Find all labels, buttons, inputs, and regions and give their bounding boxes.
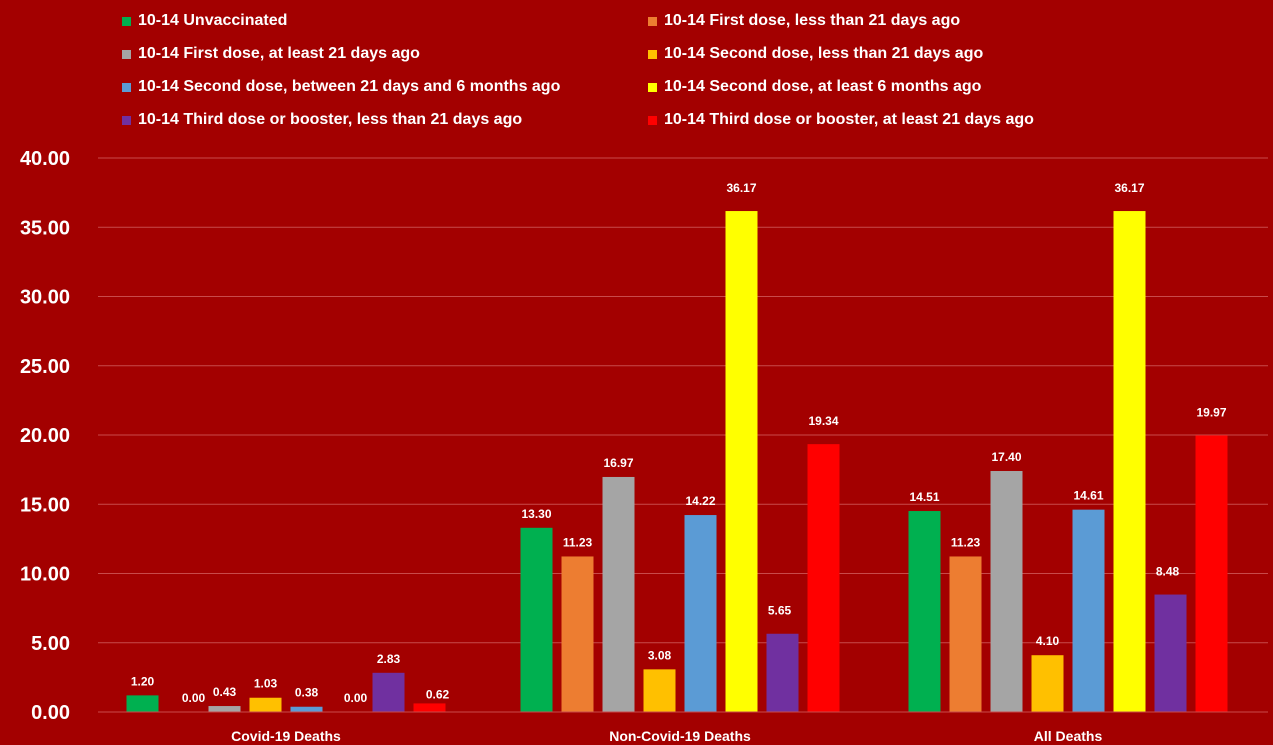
data-label: 14.61 [1073,489,1103,503]
bar [208,706,241,712]
data-label: 3.08 [648,648,672,662]
legend-swatch [122,115,131,125]
data-label: 0.38 [295,686,319,700]
legend-label: 10-14 Second dose, less than 21 days ago [664,45,984,62]
y-tick-label: 15.00 [20,494,70,516]
legend-label: 10-14 Second dose, between 21 days and 6… [138,78,561,95]
y-tick-label: 0.00 [31,702,70,724]
y-tick-label: 25.00 [20,356,70,378]
bar [602,476,635,712]
y-tick-label: 30.00 [20,287,70,309]
bar [1031,655,1064,712]
legend-label: 10-14 Unvaccinated [138,12,288,29]
data-label: 11.23 [563,535,593,549]
legend-swatch [122,49,131,59]
legend-label: 10-14 First dose, less than 21 days ago [664,12,961,29]
y-tick-label: 40.00 [20,148,70,170]
data-label: 0.43 [213,685,237,699]
data-label: 4.10 [1036,634,1060,648]
legend-swatch [648,16,657,26]
bar [126,695,159,712]
x-category-label: Non-Covid-19 Deaths [609,728,751,744]
data-label: 8.48 [1156,565,1180,579]
bar [1113,211,1146,712]
x-category-label: All Deaths [1034,728,1103,744]
legend-label: 10-14 Second dose, at least 6 months ago [664,78,982,95]
legend-swatch [122,16,131,26]
data-label: 14.22 [685,494,715,508]
data-label: 0.00 [344,691,368,705]
legend-item: 10-14 Third dose or booster, at least 21… [648,111,1034,129]
data-label: 19.34 [808,414,838,428]
legend-item: 10-14 Second dose, at least 6 months ago [648,78,981,96]
data-label: 36.17 [1114,181,1144,195]
y-tick-label: 35.00 [20,217,70,239]
legend-swatch [648,49,657,59]
data-label: 13.30 [521,507,551,521]
y-tick-label: 5.00 [31,633,70,655]
legend-label: 10-14 Third dose or booster, less than 2… [138,111,523,128]
data-label: 1.03 [254,677,278,691]
data-label: 0.62 [426,687,450,701]
legend-swatch [122,82,131,92]
bar [290,706,323,712]
legend-item: 10-14 First dose, less than 21 days ago [648,12,960,30]
legend: 10-14 Unvaccinated 10-14 First dose, less… [0,0,1273,140]
data-label: 14.51 [909,490,939,504]
bar [807,444,840,712]
legend-item: 10-14 Second dose, between 21 days and 6… [122,78,560,96]
bar [249,697,282,712]
legend-label: 10-14 Third dose or booster, at least 21… [664,111,1034,128]
legend-item: 10-14 First dose, at least 21 days ago [122,45,420,63]
legend-swatch [648,82,657,92]
bar [413,703,446,712]
data-label: 36.17 [726,181,756,195]
legend-label: 10-14 First dose, at least 21 days ago [138,45,420,62]
bar [1195,435,1228,712]
x-category-label: Covid-19 Deaths [231,728,341,744]
data-label: 17.40 [991,450,1021,464]
bar [372,672,405,712]
bar [684,515,717,712]
data-label: 1.20 [131,674,155,688]
bar [1072,509,1105,712]
bar [561,556,594,712]
y-tick-label: 20.00 [20,425,70,447]
bar [725,211,758,712]
bar [949,556,982,712]
data-label: 11.23 [951,535,981,549]
legend-item: 10-14 Third dose or booster, less than 2… [122,111,522,129]
data-label: 0.00 [182,691,206,705]
bar [520,527,553,712]
data-label: 16.97 [603,456,633,470]
bar [766,633,799,712]
bar [908,511,941,712]
data-label: 2.83 [377,652,401,666]
data-label: 19.97 [1196,405,1226,419]
bar [990,471,1023,712]
legend-swatch [648,115,657,125]
bar [1154,594,1187,712]
bar [643,669,676,712]
y-tick-label: 10.00 [20,564,70,586]
legend-item: 10-14 Unvaccinated [122,12,287,30]
data-label: 5.65 [768,604,792,618]
legend-item: 10-14 Second dose, less than 21 days ago [648,45,983,63]
